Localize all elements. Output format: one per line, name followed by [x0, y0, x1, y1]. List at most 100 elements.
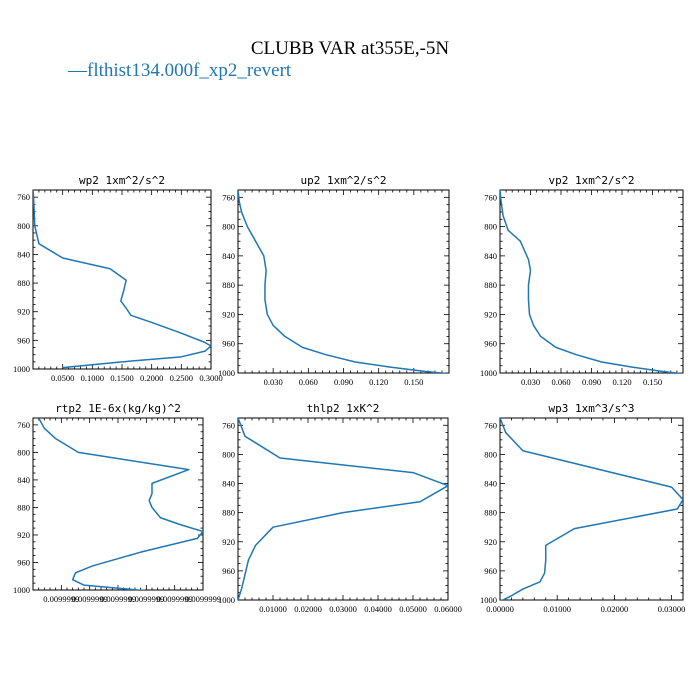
y-tick-label: 920	[484, 537, 497, 547]
profile-line	[33, 190, 211, 369]
y-tick-label: 800	[17, 447, 30, 457]
plot-frame	[237, 189, 450, 374]
y-tick-label: 880	[484, 280, 497, 290]
y-tick-label: 760	[17, 192, 30, 202]
panel-6: wp3 1xm^3/s^3 760 800 840 880 920 960 10000.000…	[480, 402, 685, 614]
x-tick-label: 0.3000	[199, 373, 222, 383]
y-tick-label: 960	[222, 339, 235, 349]
panel-title: vp2 1xm^2/s^2	[548, 174, 634, 187]
y-tick-label: 840	[222, 251, 235, 261]
panel-3: vp2 1xm^2/s^2 760 800 840 880 920 960 1000 0.030…	[480, 174, 684, 387]
x-tick-label: 0.030	[264, 377, 283, 387]
x-tick-label: 0.030	[521, 377, 540, 387]
y-tick-label: 920	[222, 537, 235, 547]
figure-title: CLUBB VAR at355E,-5N	[251, 38, 450, 59]
y-tick-label: 1000	[218, 368, 235, 378]
panel-2: up2 1xm^2/s^2 760 800 840 880 920 960 1000 0.030…	[218, 174, 450, 387]
y-tick-label: 840	[17, 249, 30, 259]
y-tick-label: 1000	[13, 364, 30, 374]
x-tick-label: 0.02000	[294, 604, 322, 614]
x-tick-label: 0.02000	[601, 604, 629, 614]
x-tick-label: 0.120	[369, 377, 388, 387]
y-tick-label: 960	[484, 339, 497, 349]
panel-title: wp2 1xm^2/s^2	[79, 174, 165, 187]
legend-series-label: flthist134.000f_xp2_revert	[87, 60, 292, 81]
y-tick-label: 880	[222, 280, 235, 290]
y-tick-label: 800	[484, 222, 497, 232]
plot-frame	[499, 417, 684, 601]
x-tick-label: 0.2500	[170, 373, 193, 383]
y-tick-label: 880	[17, 502, 30, 512]
y-tick-label: 760	[222, 420, 235, 430]
panel-5: thlp2 1xK^2 760 800 840 880 920 960 1000 0.01000…	[218, 402, 462, 614]
profile-line	[238, 418, 448, 600]
y-tick-label: 840	[484, 251, 497, 261]
plot-frame	[499, 189, 684, 374]
x-tick-label: 0.150	[404, 377, 423, 387]
y-tick-label: 880	[222, 508, 235, 518]
x-tick-label: 0.0099999	[100, 594, 136, 604]
x-tick-label: 0.03000	[658, 604, 686, 614]
x-tick-label: 0.060	[299, 377, 318, 387]
y-tick-label: 920	[484, 309, 497, 319]
y-tick-label: 760	[484, 192, 497, 202]
panel-title: wp3 1xm^3/s^3	[548, 402, 634, 415]
x-tick-label: 0.1500	[110, 373, 133, 383]
x-tick-label: 0.060	[551, 377, 570, 387]
x-tick-label: 0.05000	[399, 604, 427, 614]
panel-title: rtp2 1E-6x(kg/kg)^2	[55, 402, 181, 415]
y-tick-label: 800	[222, 449, 235, 459]
panel-1: wp2 1xm^2/s^2 760 800 840 880 920 960 1000 0.050…	[13, 174, 223, 383]
legend-line-marker: —	[67, 60, 88, 81]
x-tick-label: 0.0099999	[43, 594, 79, 604]
x-tick-label: 0.0099999	[185, 594, 221, 604]
plot-frame	[32, 189, 212, 370]
x-tick-label: 0.06000	[434, 604, 462, 614]
y-tick-label: 800	[222, 222, 235, 232]
plot-frame	[237, 417, 449, 601]
y-tick-label: 920	[222, 309, 235, 319]
profile-line	[38, 418, 203, 590]
y-tick-label: 1000	[480, 368, 497, 378]
x-tick-label: 0.01000	[543, 604, 571, 614]
profile-line	[500, 190, 683, 373]
panels-group: wp2 1xm^2/s^2 760 800 840 880 920 960 1000 0.050…	[13, 174, 685, 614]
x-tick-label: 0.04000	[364, 604, 392, 614]
x-tick-label: 0.00000	[486, 604, 514, 614]
y-tick-label: 840	[17, 475, 30, 485]
panel-title: thlp2 1xK^2	[307, 402, 380, 415]
y-tick-label: 960	[17, 335, 30, 345]
y-tick-label: 800	[17, 221, 30, 231]
x-tick-label: 0.2000	[140, 373, 163, 383]
y-tick-label: 880	[17, 278, 30, 288]
x-tick-label: 0.03000	[329, 604, 357, 614]
x-tick-label: 0.120	[612, 377, 631, 387]
y-tick-label: 920	[17, 307, 30, 317]
x-tick-label: 0.0500	[51, 373, 74, 383]
legend: — flthist134.000f_xp2_revert	[67, 60, 292, 81]
plot-frame	[32, 417, 204, 591]
x-tick-label: 0.0099999	[72, 594, 108, 604]
y-tick-label: 920	[17, 530, 30, 540]
y-tick-label: 960	[484, 566, 497, 576]
x-tick-label: 0.01000	[259, 604, 287, 614]
profile-line	[500, 418, 683, 600]
x-tick-label: 0.150	[643, 377, 662, 387]
panel-4: rtp2 1E-6x(kg/kg)^2 760 800 840 880 920 960 100…	[13, 402, 221, 604]
y-tick-label: 800	[484, 449, 497, 459]
y-tick-label: 960	[17, 557, 30, 567]
x-tick-label: 0.1000	[81, 373, 104, 383]
y-tick-label: 960	[222, 566, 235, 576]
profile-line	[238, 190, 449, 373]
y-tick-label: 840	[222, 479, 235, 489]
x-tick-label: 0.090	[582, 377, 601, 387]
x-tick-label: 0.0099999	[157, 594, 193, 604]
y-tick-label: 760	[222, 192, 235, 202]
y-tick-label: 840	[484, 479, 497, 489]
y-tick-label: 880	[484, 508, 497, 518]
y-tick-label: 1000	[480, 595, 497, 605]
y-tick-label: 760	[17, 420, 30, 430]
y-tick-label: 1000	[13, 585, 30, 595]
y-tick-label: 760	[484, 420, 497, 430]
